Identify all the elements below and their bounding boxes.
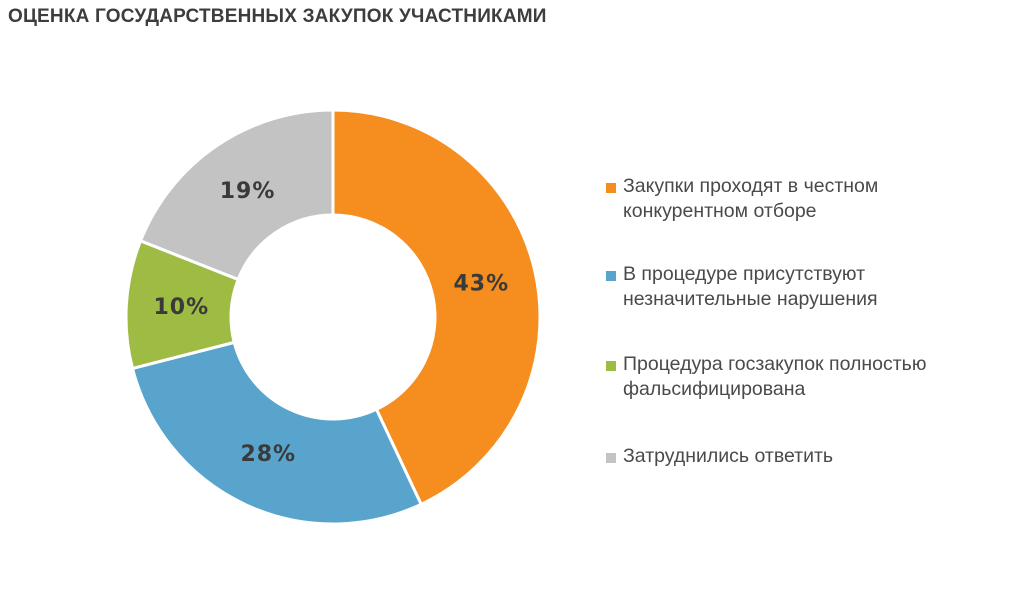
legend-swatch <box>606 453 616 463</box>
slice-value-label: 43% <box>454 271 510 296</box>
slice-value-label: 19% <box>220 179 276 204</box>
legend-swatch <box>606 183 616 193</box>
legend-label: Затруднились ответить <box>623 445 834 467</box>
legend-item: В процедуре присутствуют незначительные … <box>606 262 1006 312</box>
legend-label: В процедуре присутствуют незначительные … <box>623 263 878 310</box>
legend-item: Затруднились ответить <box>606 444 1006 469</box>
slice-value-label: 10% <box>153 295 209 320</box>
legend-item: Процедура госзакупок полностью фальсифиц… <box>606 352 1006 402</box>
legend: Закупки проходят в честном конкурентном … <box>606 174 1006 507</box>
donut-slice <box>138 108 335 282</box>
legend-swatch <box>606 271 616 281</box>
chart-title: ОЦЕНКА ГОСУДАРСТВЕННЫХ ЗАКУПОК УЧАСТНИКА… <box>8 6 547 27</box>
donut-slice <box>331 108 542 507</box>
legend-item: Закупки проходят в честном конкурентном … <box>606 174 1006 224</box>
legend-label: Процедура госзакупок полностью фальсифиц… <box>623 353 927 400</box>
legend-label: Закупки проходят в честном конкурентном … <box>623 175 879 222</box>
donut-slice <box>130 340 424 526</box>
legend-swatch <box>606 361 616 371</box>
slice-value-label: 28% <box>240 442 296 467</box>
